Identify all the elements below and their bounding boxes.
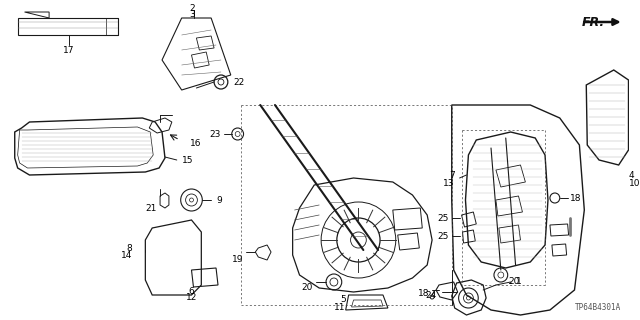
Text: 15: 15 bbox=[182, 156, 193, 164]
Text: 11: 11 bbox=[334, 302, 346, 311]
Text: 14: 14 bbox=[121, 252, 132, 260]
Text: 25: 25 bbox=[437, 231, 449, 241]
Text: 25: 25 bbox=[437, 213, 449, 222]
Text: 5: 5 bbox=[340, 295, 346, 305]
Text: TP64B4301A: TP64B4301A bbox=[574, 303, 621, 312]
Text: 6: 6 bbox=[189, 287, 195, 297]
Text: 20: 20 bbox=[509, 277, 520, 286]
Text: 16: 16 bbox=[189, 139, 201, 148]
Text: 17: 17 bbox=[63, 45, 74, 54]
Text: 10: 10 bbox=[628, 179, 640, 188]
Text: 23: 23 bbox=[209, 130, 221, 139]
Text: 22: 22 bbox=[234, 77, 245, 86]
Text: 18: 18 bbox=[570, 194, 581, 203]
Text: 20: 20 bbox=[301, 284, 312, 292]
Text: 12: 12 bbox=[186, 293, 197, 302]
Text: 3: 3 bbox=[189, 10, 195, 19]
Text: 18: 18 bbox=[418, 289, 429, 298]
Text: 24: 24 bbox=[426, 291, 437, 300]
Text: 13: 13 bbox=[443, 179, 454, 188]
Text: 9: 9 bbox=[216, 196, 222, 204]
Text: 21: 21 bbox=[146, 204, 157, 212]
Text: FR.: FR. bbox=[581, 16, 605, 29]
Text: 1: 1 bbox=[516, 277, 522, 286]
Text: 8: 8 bbox=[127, 244, 132, 252]
Text: 2: 2 bbox=[189, 4, 195, 12]
Text: 7: 7 bbox=[449, 171, 454, 180]
Text: 19: 19 bbox=[232, 255, 244, 265]
Text: 4: 4 bbox=[628, 171, 634, 180]
